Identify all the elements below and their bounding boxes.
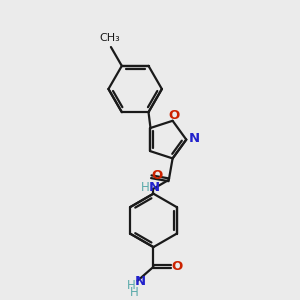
Text: O: O	[172, 260, 183, 273]
Text: H: H	[130, 286, 139, 299]
Text: N: N	[149, 181, 160, 194]
Text: N: N	[189, 132, 200, 145]
Text: O: O	[152, 169, 163, 182]
Text: CH₃: CH₃	[100, 33, 120, 43]
Text: H: H	[127, 279, 136, 292]
Text: N: N	[135, 275, 146, 288]
Text: O: O	[168, 109, 179, 122]
Text: H: H	[141, 181, 150, 194]
